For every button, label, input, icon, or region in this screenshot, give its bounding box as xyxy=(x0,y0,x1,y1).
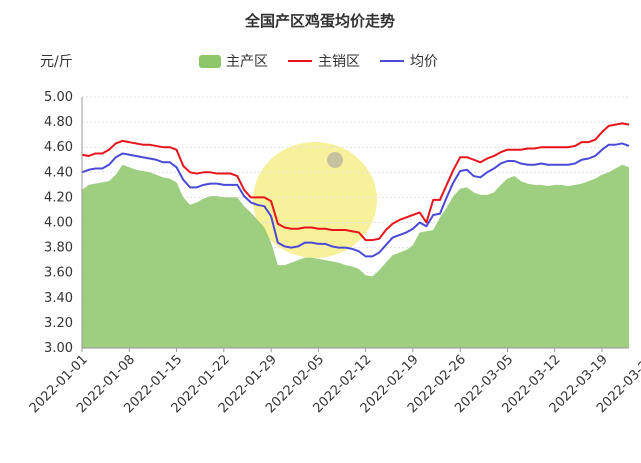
series-area-0 xyxy=(82,164,629,348)
y-tick-label: 4.60 xyxy=(44,140,73,155)
y-axis-unit-label: 元/斤 xyxy=(40,54,73,70)
chart-title: 全国产区鸡蛋均价走势 xyxy=(244,12,395,30)
y-tick-labels: 3.00 3.20 3.40 3.60 3.80 4.00 4.20 4.40 4.60 4.80… xyxy=(44,90,73,356)
series-layer xyxy=(81,122,630,348)
legend-label: 主产区 xyxy=(226,54,268,70)
axis-layer xyxy=(81,97,629,349)
legend-swatch-area xyxy=(199,55,221,68)
y-tick-label: 4.80 xyxy=(44,115,73,130)
y-tick-label: 4.00 xyxy=(44,216,73,231)
series-line-2 xyxy=(81,142,630,258)
legend: 主产区 主销区 均价 xyxy=(199,54,438,70)
y-tick-label: 4.40 xyxy=(44,165,73,180)
legend-label: 主销区 xyxy=(318,54,360,70)
y-tick-label: 3.40 xyxy=(44,291,73,306)
y-tick-label: 3.60 xyxy=(44,266,73,281)
series-line-1 xyxy=(81,122,630,242)
watermark-logo xyxy=(253,142,377,258)
y-tick-label: 3.00 xyxy=(44,341,73,356)
y-tick-label: 4.20 xyxy=(44,190,73,205)
legend-item-main-selling[interactable]: 主销区 xyxy=(288,54,360,70)
legend-label: 均价 xyxy=(410,54,438,70)
legend-item-main-producing[interactable]: 主产区 xyxy=(199,54,268,70)
y-tick-label: 5.00 xyxy=(44,90,73,105)
y-tick-label: 3.80 xyxy=(44,241,73,256)
legend-item-average[interactable]: 均价 xyxy=(380,54,438,70)
x-tick-labels: 2022-01-012022-01-082022-01-152022-01-22… xyxy=(27,348,641,416)
y-tick-label: 3.20 xyxy=(44,316,73,331)
